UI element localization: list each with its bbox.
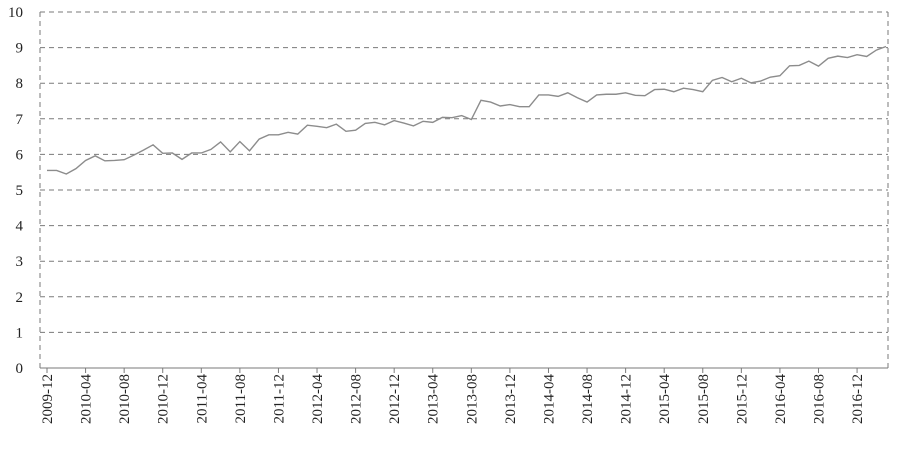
x-tick-label: 2012-08 [349,374,365,424]
x-tick-label: 2014-12 [619,374,635,424]
x-tick-label: 2016-12 [850,374,866,424]
series-line [47,45,887,175]
x-tick-label: 2015-12 [734,374,750,424]
x-tick-label: 2013-12 [503,374,519,424]
x-axis-ticks: 2009-12 2010-04 2010-08 2010-12 2011-04 2011-… [40,368,866,424]
y-tick-label: 9 [16,41,24,57]
x-tick-label: 2015-04 [657,374,673,424]
x-tick-label: 2011-12 [271,374,287,423]
x-tick-label: 2013-08 [464,374,480,424]
y-tick-label: 0 [16,361,24,377]
y-tick-label: 10 [8,5,23,21]
y-tick-label: 7 [16,112,24,128]
x-tick-label: 2015-08 [696,374,712,424]
x-tick-label: 2010-08 [117,374,133,424]
y-axis-ticks: 0 1 2 3 4 5 6 7 8 9 10 [8,5,24,377]
axes [39,12,889,369]
y-tick-label: 4 [16,219,24,235]
x-tick-label: 2012-12 [387,374,403,424]
y-tick-label: 1 [16,325,24,341]
y-tick-label: 3 [16,254,24,270]
x-tick-label: 2010-04 [79,374,95,424]
y-tick-label: 8 [16,76,24,92]
gridlines [40,11,888,333]
x-tick-label: 2011-08 [233,374,249,423]
x-tick-label: 2012-04 [310,374,326,424]
y-tick-label: 2 [16,290,24,306]
x-tick-label: 2014-08 [580,374,596,424]
x-tick-label: 2009-12 [40,374,56,424]
x-tick-label: 2011-04 [194,374,210,424]
x-tick-label: 2016-08 [811,374,827,424]
series [47,45,887,175]
x-tick-label: 2016-04 [773,374,789,424]
x-tick-label: 2014-04 [541,374,557,424]
y-tick-label: 5 [16,183,24,199]
x-tick-label: 2013-04 [426,374,442,424]
y-tick-label: 6 [16,147,24,163]
x-tick-label: 2010-12 [156,374,172,424]
